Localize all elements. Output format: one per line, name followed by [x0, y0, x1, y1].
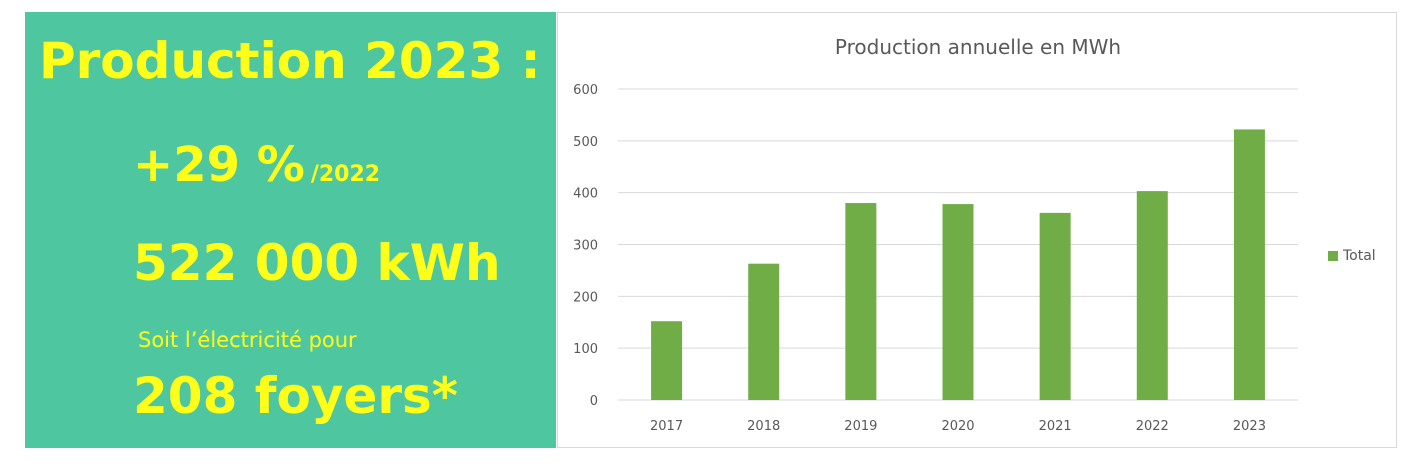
legend-label: Total [1343, 248, 1376, 264]
bar [1233, 129, 1265, 400]
growth-value: +29 % [133, 137, 305, 193]
x-tick-label: 2019 [844, 419, 877, 434]
growth-reference: /2022 [310, 162, 381, 187]
chart-title: Production annuelle en MWh [834, 35, 1122, 59]
x-tick-label: 2018 [747, 419, 780, 434]
x-tick-label: 2021 [1039, 419, 1072, 434]
energy-total: 522 000 kWh [133, 234, 501, 292]
bar [942, 204, 974, 400]
y-tick-label: 500 [573, 135, 598, 150]
growth-figure: +29 %/2022 [133, 137, 380, 193]
bar [1039, 212, 1071, 400]
y-tick-label: 600 [573, 83, 598, 98]
legend-swatch [1328, 251, 1338, 261]
y-tick-label: 400 [573, 187, 598, 202]
x-tick-label: 2023 [1233, 419, 1266, 434]
y-tick-label: 300 [573, 239, 598, 254]
bar-chart: 0 100 200 300 400 500 600 2017 2018 2019 2020 2021 2… [573, 83, 1298, 434]
equivalent-label: Soit l’électricité pour [138, 328, 357, 352]
bar [1136, 191, 1168, 400]
y-tick-label: 100 [573, 342, 598, 357]
bar [651, 321, 683, 400]
x-tick-label: 2017 [650, 419, 683, 434]
x-tick-label: 2020 [941, 419, 974, 434]
legend: Total [1328, 248, 1376, 264]
households-count: 208 foyers* [133, 367, 458, 425]
summary-panel: Production 2023 : +29 %/2022 522 000 kWh… [25, 12, 556, 448]
y-tick-label: 0 [590, 394, 598, 409]
bar [845, 203, 877, 400]
chart-panel: Production annuelle en MWh 0 100 200 300 400… [557, 12, 1397, 448]
y-tick-label: 200 [573, 290, 598, 305]
bar [748, 263, 780, 400]
x-tick-label: 2022 [1136, 419, 1169, 434]
headline: Production 2023 : [39, 32, 541, 90]
